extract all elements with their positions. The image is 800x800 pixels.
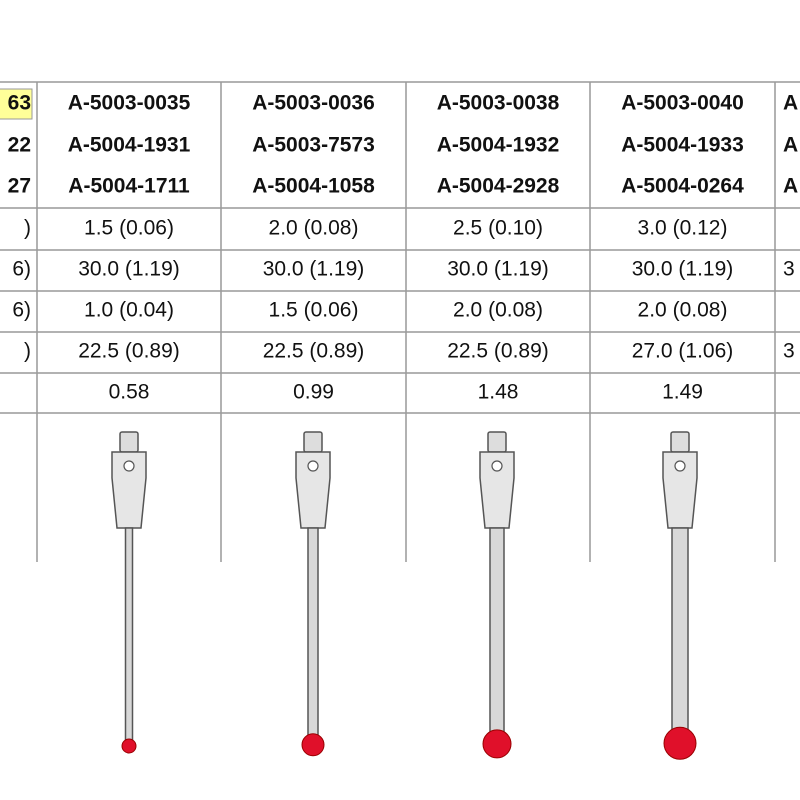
probe-ball xyxy=(663,726,697,760)
probe-thread xyxy=(670,431,690,453)
part-number: A xyxy=(783,92,798,115)
part-number: A-5003-7573 xyxy=(252,134,375,157)
probe-stem xyxy=(307,527,319,746)
probe-ball xyxy=(482,729,512,759)
probe-thread xyxy=(119,431,139,453)
spec-value: 2.0 (0.08) xyxy=(453,299,543,322)
spec-value: 2.0 (0.08) xyxy=(638,299,728,322)
spec-value: 3.0 (0.12) xyxy=(638,217,728,240)
spec-value: 1.48 xyxy=(478,381,519,404)
highlight xyxy=(0,88,33,120)
part-number: A-5004-1931 xyxy=(68,134,191,157)
probe-body xyxy=(662,451,698,529)
probe-body xyxy=(111,451,147,529)
spec-value: 6) xyxy=(12,258,31,281)
spec-value: 1.5 (0.06) xyxy=(84,217,174,240)
spec-value: 3 xyxy=(783,258,795,281)
probe-ball xyxy=(121,738,137,754)
spec-value: 1.49 xyxy=(662,381,703,404)
probe-stem xyxy=(671,527,689,746)
part-number: A-5004-1711 xyxy=(68,175,190,198)
part-number: A-5004-0264 xyxy=(621,175,744,198)
probe-hole xyxy=(123,460,135,472)
probe-stem xyxy=(124,527,134,746)
part-number: A-5004-1932 xyxy=(437,134,560,157)
probe-thread xyxy=(487,431,507,453)
part-number: A-5003-0040 xyxy=(621,92,744,115)
part-number: A-5003-0036 xyxy=(252,92,375,115)
part-number: A-5004-1058 xyxy=(252,175,375,198)
spec-value: 2.5 (0.10) xyxy=(453,217,543,240)
spec-value: 30.0 (1.19) xyxy=(447,258,549,281)
part-number: A-5003-0035 xyxy=(68,92,191,115)
spec-value: 0.99 xyxy=(293,381,334,404)
probe-hole xyxy=(491,460,503,472)
probe-hole xyxy=(307,460,319,472)
spec-value: 0.58 xyxy=(109,381,150,404)
probe-ball xyxy=(301,733,325,757)
part-number: A-5004-1933 xyxy=(621,134,744,157)
probe-stem xyxy=(489,527,505,746)
spec-value: 27.0 (1.06) xyxy=(632,340,734,363)
spec-value: 30.0 (1.19) xyxy=(263,258,365,281)
part-number: A-5004-2928 xyxy=(437,175,560,198)
part-number: A xyxy=(783,175,798,198)
spec-value: 3 xyxy=(783,340,795,363)
spec-value: 22.5 (0.89) xyxy=(78,340,180,363)
probe-hole xyxy=(674,460,686,472)
spec-value: 30.0 (1.19) xyxy=(632,258,734,281)
spec-value: 1.5 (0.06) xyxy=(269,299,359,322)
part-number: 27 xyxy=(8,175,31,198)
part-number: 22 xyxy=(8,134,31,157)
probe-body xyxy=(295,451,331,529)
probe-body xyxy=(479,451,515,529)
probe-thread xyxy=(303,431,323,453)
spec-value: 2.0 (0.08) xyxy=(269,217,359,240)
spec-value: 1.0 (0.04) xyxy=(84,299,174,322)
spec-value: ) xyxy=(24,217,31,240)
spec-value: ) xyxy=(24,340,31,363)
part-number: A xyxy=(783,134,798,157)
spec-value: 22.5 (0.89) xyxy=(447,340,549,363)
spec-value: 30.0 (1.19) xyxy=(78,258,180,281)
spec-value: 22.5 (0.89) xyxy=(263,340,365,363)
part-number: A-5003-0038 xyxy=(437,92,560,115)
spec-value: 6) xyxy=(12,299,31,322)
part-number: 63 xyxy=(8,92,31,115)
